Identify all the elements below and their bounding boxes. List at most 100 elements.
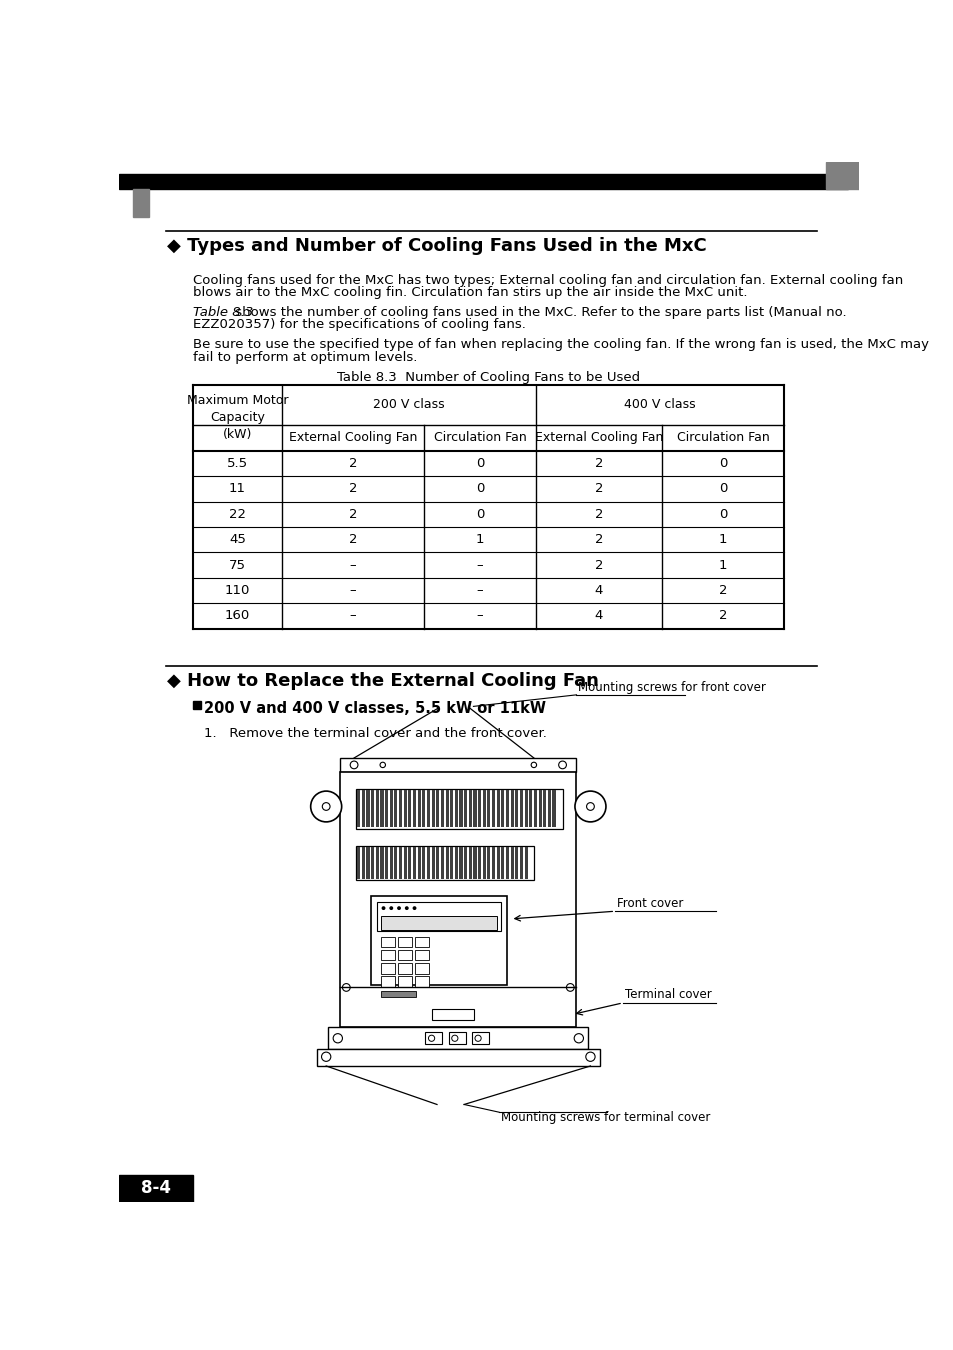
Text: 2: 2 <box>594 533 602 547</box>
Bar <box>413 848 416 879</box>
Bar <box>500 790 504 828</box>
Bar <box>371 790 374 828</box>
Bar <box>390 848 393 879</box>
Bar <box>431 1008 474 1019</box>
Bar <box>385 848 388 879</box>
Text: 2: 2 <box>718 585 726 597</box>
Bar <box>381 963 395 973</box>
Text: 2: 2 <box>348 456 356 470</box>
Bar <box>119 174 847 189</box>
Text: –: – <box>476 559 483 571</box>
Text: 2: 2 <box>594 482 602 495</box>
Bar <box>316 1049 599 1066</box>
Text: Circulation Fan: Circulation Fan <box>434 431 526 444</box>
Bar <box>505 848 509 879</box>
Bar <box>417 790 420 828</box>
Text: –: – <box>476 609 483 622</box>
Bar <box>371 896 506 986</box>
Bar <box>510 848 513 879</box>
Bar <box>356 790 360 828</box>
Bar <box>381 915 497 930</box>
Text: EZZ020357) for the specifications of cooling fans.: EZZ020357) for the specifications of coo… <box>193 319 525 331</box>
Bar <box>422 848 425 879</box>
Bar <box>385 790 388 828</box>
Circle shape <box>322 803 330 810</box>
Text: External Cooling Fan: External Cooling Fan <box>535 431 662 444</box>
Text: 75: 75 <box>229 559 246 571</box>
Bar <box>375 790 378 828</box>
Bar <box>529 790 532 828</box>
Text: 1: 1 <box>718 533 726 547</box>
Bar <box>468 848 472 879</box>
Text: External Cooling Fan: External Cooling Fan <box>289 431 416 444</box>
Text: 45: 45 <box>229 533 246 547</box>
Bar <box>381 976 395 987</box>
Text: 2: 2 <box>594 456 602 470</box>
Text: –: – <box>349 559 355 571</box>
Text: 2: 2 <box>594 508 602 521</box>
Bar <box>340 757 576 772</box>
Text: Be sure to use the specified type of fan when replacing the cooling fan. If the : Be sure to use the specified type of fan… <box>193 339 928 351</box>
Text: 1: 1 <box>476 533 484 547</box>
Text: Mounting screws for front cover: Mounting screws for front cover <box>578 680 765 694</box>
Bar <box>436 790 439 828</box>
Bar <box>482 848 485 879</box>
Text: 22: 22 <box>229 508 246 521</box>
Text: 0: 0 <box>718 482 726 495</box>
Circle shape <box>381 906 385 910</box>
Bar <box>515 790 517 828</box>
Bar <box>415 976 429 987</box>
Circle shape <box>379 763 385 768</box>
Bar <box>477 790 480 828</box>
Bar <box>119 1174 193 1202</box>
Bar <box>390 790 393 828</box>
Bar <box>431 848 435 879</box>
Circle shape <box>475 1035 480 1041</box>
Bar <box>425 1033 442 1045</box>
Text: Maximum Motor
Capacity
(kW): Maximum Motor Capacity (kW) <box>187 394 288 441</box>
Bar <box>381 949 395 960</box>
Circle shape <box>575 791 605 822</box>
Bar <box>510 790 513 828</box>
Text: ◆ Types and Number of Cooling Fans Used in the MxC: ◆ Types and Number of Cooling Fans Used … <box>167 238 706 255</box>
Bar <box>366 790 369 828</box>
Bar <box>487 790 490 828</box>
Text: 11: 11 <box>229 482 246 495</box>
Circle shape <box>566 984 574 991</box>
Bar <box>415 963 429 973</box>
Bar <box>487 848 490 879</box>
Text: 0: 0 <box>476 508 484 521</box>
Bar <box>398 790 402 828</box>
Bar <box>482 790 485 828</box>
Text: fail to perform at optimum levels.: fail to perform at optimum levels. <box>193 351 416 363</box>
Bar <box>537 790 541 828</box>
Text: 0: 0 <box>476 482 484 495</box>
Text: –: – <box>476 585 483 597</box>
Bar <box>398 848 402 879</box>
Bar <box>356 848 360 879</box>
Text: 8-4: 8-4 <box>140 1180 171 1197</box>
Bar <box>455 848 457 879</box>
Bar <box>408 848 411 879</box>
Text: 5.5: 5.5 <box>227 456 248 470</box>
Bar <box>366 848 369 879</box>
Bar <box>377 902 500 932</box>
Bar <box>500 848 504 879</box>
Bar <box>431 790 435 828</box>
Bar <box>440 848 443 879</box>
Text: 4: 4 <box>594 585 602 597</box>
Circle shape <box>404 906 408 910</box>
Bar <box>436 848 439 879</box>
Circle shape <box>586 803 594 810</box>
Text: 2: 2 <box>594 559 602 571</box>
Bar <box>492 848 495 879</box>
Circle shape <box>321 1052 331 1061</box>
Text: 400 V class: 400 V class <box>623 398 696 410</box>
Text: ◆ How to Replace the External Cooling Fan: ◆ How to Replace the External Cooling Fa… <box>167 672 598 690</box>
Bar <box>380 790 383 828</box>
Bar <box>524 790 527 828</box>
Text: 1.   Remove the terminal cover and the front cover.: 1. Remove the terminal cover and the fro… <box>204 728 547 740</box>
Circle shape <box>412 906 416 910</box>
Bar <box>459 790 462 828</box>
Bar <box>397 949 412 960</box>
